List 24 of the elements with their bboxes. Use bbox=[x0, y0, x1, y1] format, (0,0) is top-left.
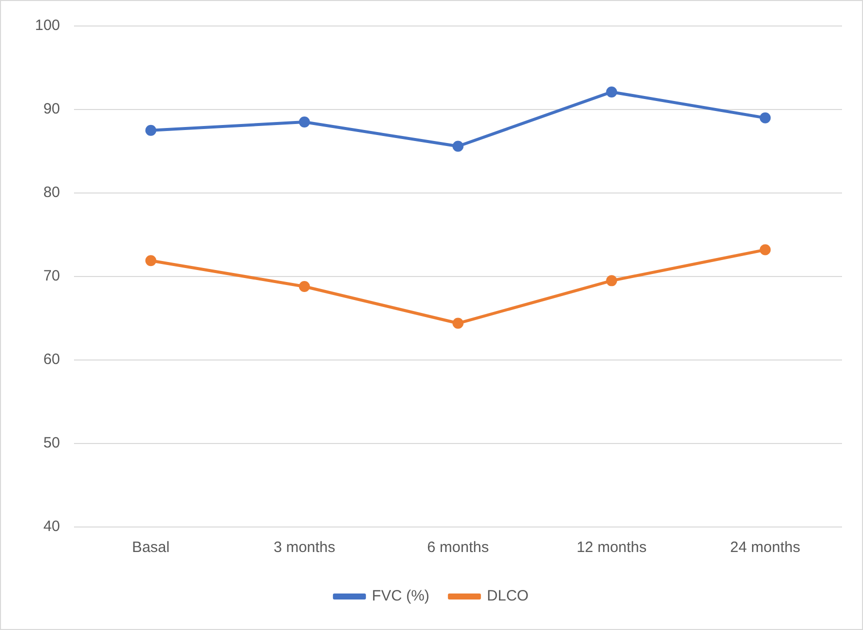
point bbox=[452, 140, 464, 152]
point bbox=[298, 281, 310, 292]
x-tick-label: 12 months bbox=[576, 539, 647, 556]
point bbox=[606, 86, 618, 98]
x-tick-label: 24 months bbox=[730, 539, 800, 556]
y-tick-label: 70 bbox=[43, 268, 60, 285]
legend-label: FVC (%) bbox=[372, 588, 430, 605]
x-tick-label: 3 months bbox=[274, 539, 336, 556]
y-tick-label: 40 bbox=[43, 518, 60, 536]
point bbox=[452, 318, 464, 329]
y-tick-label: 80 bbox=[43, 184, 60, 202]
point bbox=[145, 124, 156, 136]
legend-label: DLCO bbox=[486, 588, 529, 605]
y-tick-label: 90 bbox=[43, 100, 60, 118]
y-tick-label: 50 bbox=[43, 434, 60, 452]
point bbox=[760, 112, 771, 124]
point bbox=[298, 116, 310, 128]
point bbox=[145, 255, 156, 266]
point bbox=[760, 244, 771, 256]
x-tick-label: 6 months bbox=[427, 539, 489, 556]
y-tick-label: 100 bbox=[34, 17, 60, 34]
point bbox=[606, 275, 618, 286]
y-tick-label: 60 bbox=[43, 351, 60, 368]
x-tick-label: Basal bbox=[132, 539, 170, 556]
